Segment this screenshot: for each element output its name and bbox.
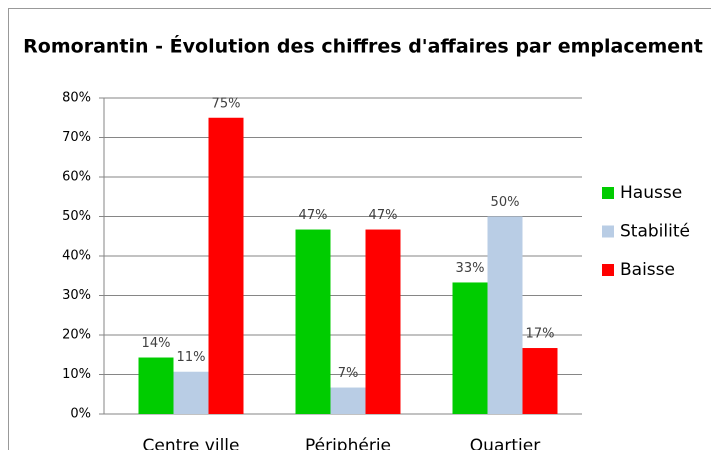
value-label: 50%: [491, 195, 520, 210]
value-label: 75%: [212, 96, 241, 111]
legend-label: Baisse: [620, 260, 675, 280]
bar: [173, 371, 209, 414]
value-label: 47%: [369, 208, 398, 223]
y-tick-label: 80%: [62, 91, 91, 106]
y-tick-label: 30%: [62, 288, 91, 303]
value-label: 33%: [456, 261, 485, 276]
y-tick-label: 60%: [62, 170, 91, 185]
bar: [487, 216, 523, 414]
x-tick-label: Périphérie: [305, 436, 391, 450]
legend-label: Stabilité: [620, 222, 690, 242]
bar: [295, 229, 331, 414]
chart-title: Romorantin - Évolution des chiffres d'af…: [23, 35, 703, 58]
value-label: 11%: [177, 350, 206, 365]
y-tick-label: 40%: [62, 249, 91, 264]
legend-swatch: [602, 187, 614, 199]
x-tick-label: Quartier: [470, 436, 540, 450]
legend-label: Hausse: [620, 183, 682, 203]
bar: [208, 117, 244, 414]
bar: [452, 282, 488, 414]
chart-frame: [8, 8, 711, 450]
value-label: 7%: [338, 366, 359, 381]
value-label: 14%: [142, 336, 171, 351]
y-tick-label: 10%: [62, 367, 91, 382]
bar: [330, 387, 366, 414]
value-label: 17%: [526, 327, 555, 342]
y-tick-label: 70%: [62, 130, 91, 145]
y-tick-label: 50%: [62, 209, 91, 224]
y-tick-label: 0%: [70, 407, 91, 422]
bar: [138, 357, 174, 414]
legend-swatch: [602, 225, 614, 238]
value-label: 47%: [299, 208, 328, 223]
bar: [522, 348, 558, 414]
x-tick-label: Centre ville: [143, 436, 240, 450]
y-tick-label: 20%: [62, 328, 91, 343]
bar: [365, 229, 401, 414]
legend-swatch: [602, 264, 614, 276]
